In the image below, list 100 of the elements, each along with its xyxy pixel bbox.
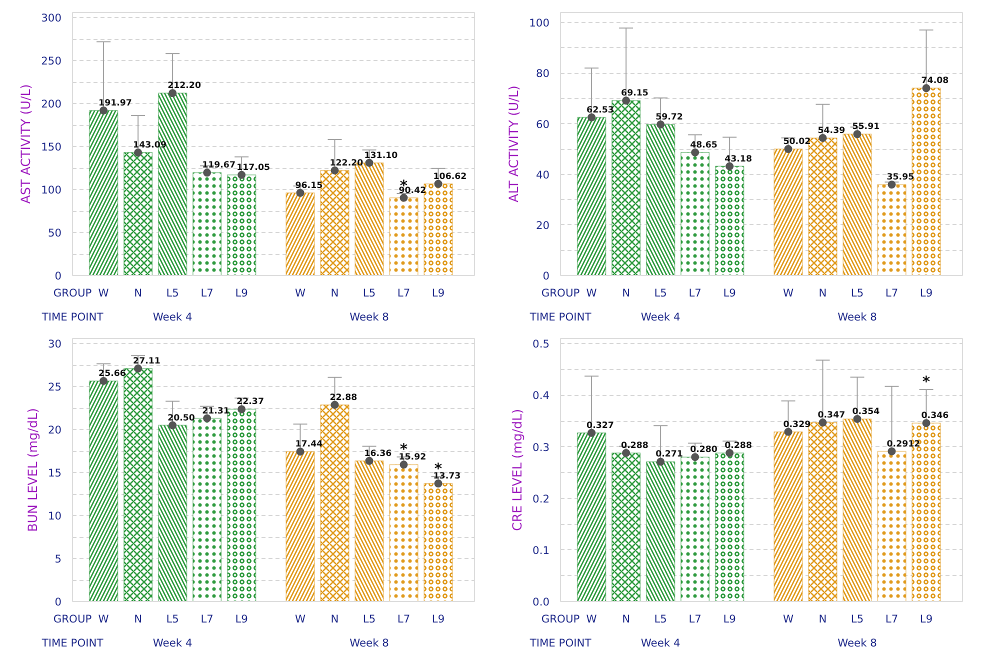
- data-label: 122.20: [330, 158, 364, 168]
- x-tick-label: W: [294, 286, 306, 300]
- x-tick-label: L7: [200, 612, 214, 626]
- y-tick-label: 30: [48, 338, 62, 351]
- y-tick-label: 50: [48, 226, 62, 240]
- text: GROUP: [53, 286, 92, 300]
- data-label: 22.88: [330, 392, 358, 403]
- y-tick-label: 0.3: [532, 440, 550, 454]
- y-tick-label: 60: [536, 118, 550, 131]
- data-label: 119.67: [202, 160, 236, 171]
- data-label: *: [922, 374, 930, 391]
- x-tick-label: L9: [920, 612, 933, 626]
- x-tick-label: W: [98, 286, 110, 300]
- data-label: 0.329: [783, 420, 811, 430]
- x-tick-label: L7: [688, 286, 702, 300]
- x-tick-label: L9: [235, 286, 248, 300]
- data-label: 0.271: [656, 450, 683, 460]
- y-axis-title: CRE LEVEL (mg/dL): [510, 408, 525, 532]
- y-tick-label: 200: [41, 98, 62, 111]
- y-tick-label: 0.5: [532, 338, 550, 351]
- x-tick-label: W: [586, 286, 598, 300]
- data-label: 0.280: [690, 445, 718, 456]
- x-tick-label: N: [134, 286, 142, 300]
- data-label: 48.65: [690, 140, 718, 150]
- x-tick-label: N: [818, 286, 827, 300]
- x-tick-label: N: [818, 612, 827, 626]
- data-label: 191.97: [98, 98, 132, 109]
- x-tick-label: L7: [200, 286, 214, 300]
- x-tick-label: L5: [362, 286, 376, 300]
- y-tick-label: 0.1: [532, 544, 550, 557]
- data-label: 96.15: [295, 180, 323, 191]
- data-label: 0.327: [586, 420, 614, 431]
- data-label: 0.2912: [886, 439, 920, 450]
- data-label: 74.08: [921, 76, 949, 86]
- y-tick-label: 5: [54, 552, 62, 566]
- text: GROUP: [541, 612, 580, 626]
- y-tick-label: 0: [54, 596, 62, 608]
- text: TIME POINT: [528, 636, 592, 650]
- data-label: 117.05: [236, 162, 270, 173]
- y-tick-label: 0.2: [532, 492, 550, 506]
- x-tick-label: L5: [850, 612, 864, 626]
- x-tick-label: L9: [432, 612, 445, 626]
- data-label: 212.20: [168, 81, 201, 92]
- x-tick-label: L9: [920, 286, 933, 300]
- data-label: 50.02: [783, 137, 811, 148]
- data-label: 13.73: [433, 471, 461, 482]
- y-tick-label: 100: [41, 184, 62, 197]
- x-tick-label: N: [622, 612, 630, 626]
- data-label: 69.15: [621, 88, 648, 99]
- x-tick-label: L9: [723, 612, 736, 626]
- data-label: 54.39: [818, 126, 846, 136]
- data-label: 0.288: [621, 440, 648, 451]
- data-label: 27.11: [133, 356, 160, 366]
- data-label: 131.10: [364, 150, 398, 161]
- data-label: 20.50: [168, 413, 195, 424]
- y-axis-title: BUN LEVEL (mg/dL): [24, 408, 40, 532]
- y-tick-label: 150: [41, 140, 62, 154]
- x-tick-label: N: [330, 286, 339, 300]
- x-tick-label: L5: [654, 612, 667, 626]
- y-tick-label: 0.4: [532, 389, 550, 402]
- x-tick-label: L7: [885, 286, 898, 300]
- text: TIME POINT: [528, 310, 592, 324]
- y-axis-title: ALT ACTIVITY (U/L): [506, 86, 522, 202]
- x-tick-label: W: [782, 286, 794, 300]
- data-label: 62.53: [586, 105, 614, 116]
- x-tick-label: L7: [397, 286, 410, 300]
- data-label: 0.347: [818, 410, 846, 421]
- x-tick-label: W: [294, 612, 306, 626]
- x-tick-label: W: [586, 612, 598, 626]
- data-label: 90.42: [398, 186, 426, 196]
- x-tick-label: L5: [850, 286, 864, 300]
- x-tick-label: L5: [166, 286, 179, 300]
- y-tick-label: 250: [41, 54, 62, 68]
- x-tick-label: L7: [688, 612, 702, 626]
- y-tick-label: 0.0: [532, 596, 550, 608]
- x-tick-label: L9: [235, 612, 248, 626]
- data-label: 15.92: [398, 452, 426, 463]
- x-tick-label: W: [98, 612, 110, 626]
- y-tick-label: 0: [54, 270, 62, 282]
- text: GROUP: [53, 612, 92, 626]
- text: TIME POINT: [40, 636, 104, 650]
- x-tick-label: W: [782, 612, 794, 626]
- x-tick-label: L5: [166, 612, 179, 626]
- x-tick-label: N: [622, 286, 630, 300]
- data-label: 21.31: [202, 406, 230, 416]
- text: Week 8: [350, 636, 390, 650]
- x-tick-label: L5: [654, 286, 667, 300]
- y-tick-label: 20: [536, 218, 550, 232]
- data-label: 22.37: [236, 397, 264, 408]
- data-label: 43.18: [724, 154, 752, 164]
- y-tick-label: 100: [529, 16, 550, 30]
- y-tick-label: 300: [41, 12, 62, 25]
- x-tick-label: N: [330, 612, 339, 626]
- data-label: 106.62: [433, 172, 467, 182]
- y-tick-label: 25: [48, 380, 62, 394]
- y-tick-label: 10: [48, 510, 62, 523]
- y-tick-label: 0: [542, 270, 550, 282]
- x-tick-label: L9: [723, 286, 736, 300]
- x-tick-label: L5: [362, 612, 376, 626]
- text: Week 8: [350, 310, 390, 324]
